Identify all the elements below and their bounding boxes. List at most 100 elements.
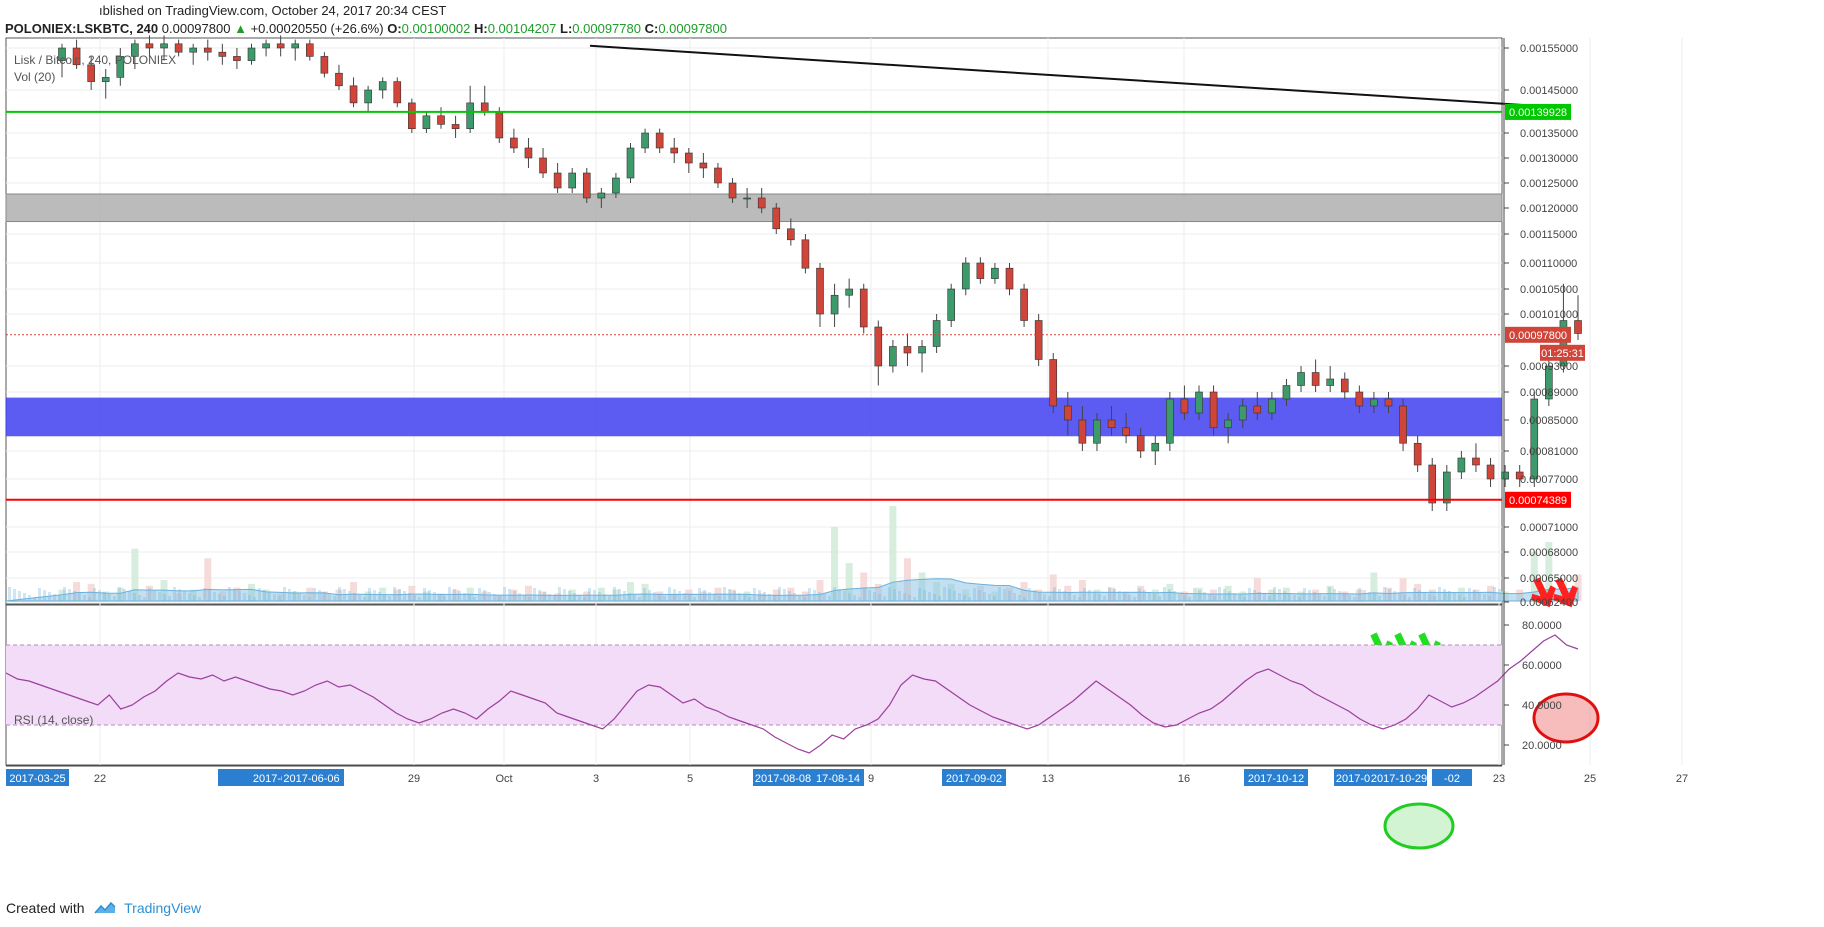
- candle[interactable]: [961, 257, 970, 296]
- candle[interactable]: [510, 128, 518, 153]
- candle[interactable]: [393, 77, 402, 108]
- candle[interactable]: [1297, 366, 1305, 392]
- candle[interactable]: [655, 128, 664, 153]
- candles[interactable]: [58, 35, 1582, 511]
- candle[interactable]: [1107, 406, 1116, 436]
- candle[interactable]: [801, 234, 810, 274]
- candle[interactable]: [932, 314, 941, 353]
- candle[interactable]: [685, 148, 693, 173]
- candle[interactable]: [670, 138, 679, 163]
- candle[interactable]: [466, 85, 474, 133]
- candle[interactable]: [1443, 465, 1451, 511]
- candle[interactable]: [218, 43, 227, 65]
- candle[interactable]: [1253, 392, 1262, 420]
- candle[interactable]: [1049, 353, 1058, 413]
- candle[interactable]: [160, 35, 168, 61]
- candle[interactable]: [72, 39, 81, 69]
- candle[interactable]: [116, 48, 125, 86]
- candle[interactable]: [889, 340, 897, 373]
- candle[interactable]: [918, 340, 926, 373]
- candle[interactable]: [131, 39, 139, 69]
- candle[interactable]: [1078, 406, 1087, 451]
- candle[interactable]: [1472, 443, 1480, 472]
- tradingview-link[interactable]: TradingView: [124, 900, 202, 916]
- candle[interactable]: [335, 64, 343, 90]
- candle[interactable]: [830, 283, 839, 327]
- candle[interactable]: [1195, 385, 1203, 421]
- candle[interactable]: [582, 168, 591, 203]
- candle[interactable]: [772, 203, 781, 234]
- price-zone[interactable]: [6, 397, 1502, 437]
- candle[interactable]: [612, 173, 620, 198]
- candle[interactable]: [101, 69, 110, 99]
- candle[interactable]: [1530, 392, 1539, 487]
- candle[interactable]: [976, 257, 985, 284]
- candle[interactable]: [728, 178, 737, 203]
- candle[interactable]: [874, 320, 883, 386]
- candle[interactable]: [1515, 465, 1524, 487]
- candle[interactable]: [1574, 295, 1582, 340]
- candle[interactable]: [1370, 392, 1378, 413]
- candle[interactable]: [408, 98, 416, 133]
- candle[interactable]: [641, 128, 649, 153]
- candle[interactable]: [1545, 359, 1553, 407]
- candle[interactable]: [597, 188, 606, 208]
- candle[interactable]: [1209, 385, 1218, 436]
- candle[interactable]: [1340, 372, 1349, 400]
- candle[interactable]: [291, 39, 300, 61]
- candle[interactable]: [1501, 465, 1509, 487]
- candle[interactable]: [1151, 435, 1160, 466]
- horizontal-levels[interactable]: [6, 110, 1502, 501]
- candle[interactable]: [422, 111, 431, 134]
- candle[interactable]: [568, 168, 576, 193]
- candle[interactable]: [524, 138, 533, 168]
- candle[interactable]: [1136, 427, 1145, 458]
- candle[interactable]: [1311, 359, 1320, 393]
- candle[interactable]: [1268, 392, 1276, 420]
- candle[interactable]: [1064, 392, 1072, 436]
- candle[interactable]: [743, 188, 751, 208]
- candle[interactable]: [233, 48, 241, 69]
- trendline-segment[interactable]: [589, 44, 1545, 108]
- candle[interactable]: [903, 333, 912, 367]
- candle[interactable]: [87, 56, 95, 90]
- candle[interactable]: [1005, 263, 1014, 296]
- price-zone[interactable]: [5, 193, 1503, 223]
- candle[interactable]: [1457, 451, 1466, 479]
- candle[interactable]: [947, 283, 955, 327]
- candle[interactable]: [757, 188, 766, 214]
- candle[interactable]: [378, 77, 387, 99]
- candle[interactable]: [145, 35, 154, 57]
- candle[interactable]: [816, 263, 824, 327]
- price-chart[interactable]: 0.00155000 0.00145000 0.00135000 0.00130000…: [0, 0, 1824, 900]
- candle[interactable]: [1428, 458, 1437, 511]
- candle[interactable]: [539, 148, 547, 178]
- candle[interactable]: [1399, 399, 1407, 451]
- candle[interactable]: [1282, 379, 1291, 406]
- candle[interactable]: [714, 163, 722, 188]
- candle[interactable]: [553, 163, 562, 193]
- candle[interactable]: [320, 52, 329, 78]
- candle[interactable]: [626, 143, 635, 183]
- candle[interactable]: [349, 77, 358, 108]
- candle[interactable]: [451, 115, 460, 138]
- candle[interactable]: [1093, 413, 1101, 451]
- candle[interactable]: [1355, 385, 1364, 414]
- candle[interactable]: [699, 153, 708, 178]
- trendline[interactable]: [589, 44, 1545, 108]
- candle[interactable]: [1166, 392, 1174, 451]
- candle[interactable]: [203, 39, 212, 61]
- candle[interactable]: [991, 263, 999, 284]
- candle[interactable]: [1224, 413, 1232, 444]
- candle[interactable]: [1384, 392, 1393, 413]
- candle[interactable]: [1180, 385, 1189, 421]
- candle[interactable]: [276, 35, 285, 57]
- candle[interactable]: [1486, 458, 1495, 487]
- candle[interactable]: [787, 218, 795, 246]
- candle[interactable]: [859, 283, 868, 334]
- candle[interactable]: [189, 43, 197, 65]
- candle[interactable]: [1238, 399, 1247, 428]
- candle[interactable]: [58, 43, 66, 78]
- candle[interactable]: [1326, 366, 1334, 392]
- candle[interactable]: [845, 278, 853, 308]
